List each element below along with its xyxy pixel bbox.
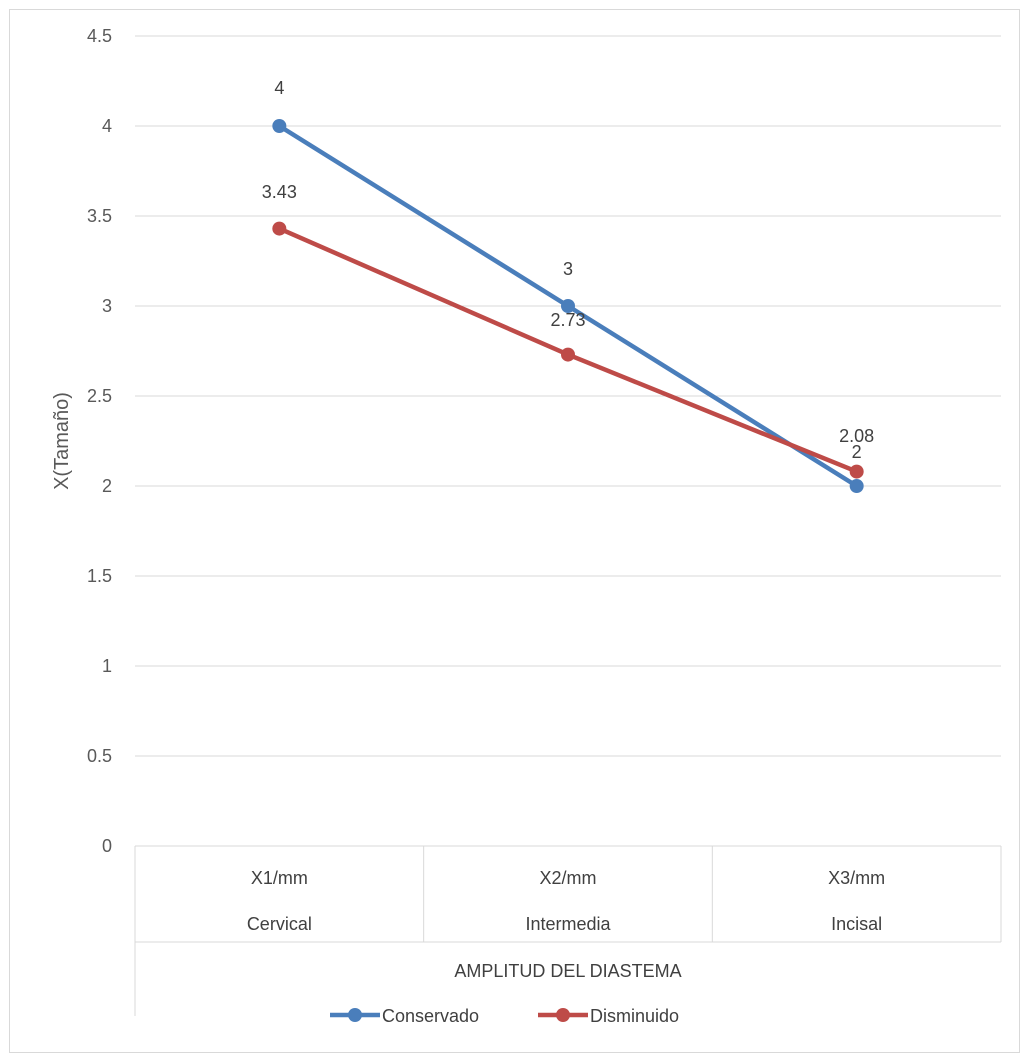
x-tick-sublabel: Incisal: [831, 914, 882, 934]
x-axis-table: X1/mm Cervical X2/mm Intermedia X3/mm Incisal: [134, 846, 1002, 1016]
series: 4 3 2 3.43 2.73 2.08: [262, 78, 874, 493]
y-tick-label: 4.5: [87, 26, 112, 46]
legend-marker: [348, 1008, 362, 1022]
y-tick-label: 0.5: [87, 746, 112, 766]
data-point: [561, 299, 575, 313]
y-tick-label: 3: [102, 296, 112, 316]
data-point: [849, 464, 864, 479]
legend-label: Conservado: [382, 1006, 479, 1026]
y-tick-label: 1.5: [87, 566, 112, 586]
data-label: 2.08: [839, 426, 874, 446]
x-tick-label: X1/mm: [251, 868, 308, 888]
data-point: [849, 479, 864, 493]
x-tick-label: X2/mm: [539, 868, 596, 888]
chart-frame: [9, 9, 1020, 1053]
y-axis-title: X(Tamaño): [51, 392, 73, 490]
legend-marker: [556, 1008, 570, 1022]
data-label: 4: [274, 78, 284, 98]
data-point: [561, 347, 575, 362]
data-label: 3.43: [262, 182, 297, 202]
x-tick-sublabel: Cervical: [247, 914, 312, 934]
x-tick-label: X3/mm: [828, 868, 885, 888]
x-tick-sublabel: Intermedia: [525, 914, 611, 934]
data-point: [272, 119, 287, 133]
series-conservado: 4 3 2: [272, 78, 864, 493]
data-label: 2.73: [550, 310, 585, 330]
y-tick-label: 2: [102, 476, 112, 496]
y-tick-label: 2.5: [87, 386, 112, 406]
y-tick-label: 1: [102, 656, 112, 676]
x-axis-group-label: AMPLITUD DEL DIASTEMA: [454, 961, 681, 981]
y-tick-label: 0: [102, 836, 112, 856]
y-tick-labels: 0 0.5 1 1.5 2 2.5 3 3.5 4 4.5: [87, 26, 112, 856]
legend: Conservado Disminuido: [330, 1006, 679, 1026]
series-disminuido: 3.43 2.73 2.08: [262, 182, 874, 479]
data-label: 2: [852, 442, 862, 462]
y-tick-label: 4: [102, 116, 112, 136]
legend-item-conservado: Conservado: [330, 1006, 479, 1026]
y-tick-label: 3.5: [87, 206, 112, 226]
data-point: [272, 221, 287, 236]
data-label: 3: [563, 259, 573, 279]
legend-label: Disminuido: [590, 1006, 679, 1026]
legend-item-disminuido: Disminuido: [538, 1006, 679, 1026]
